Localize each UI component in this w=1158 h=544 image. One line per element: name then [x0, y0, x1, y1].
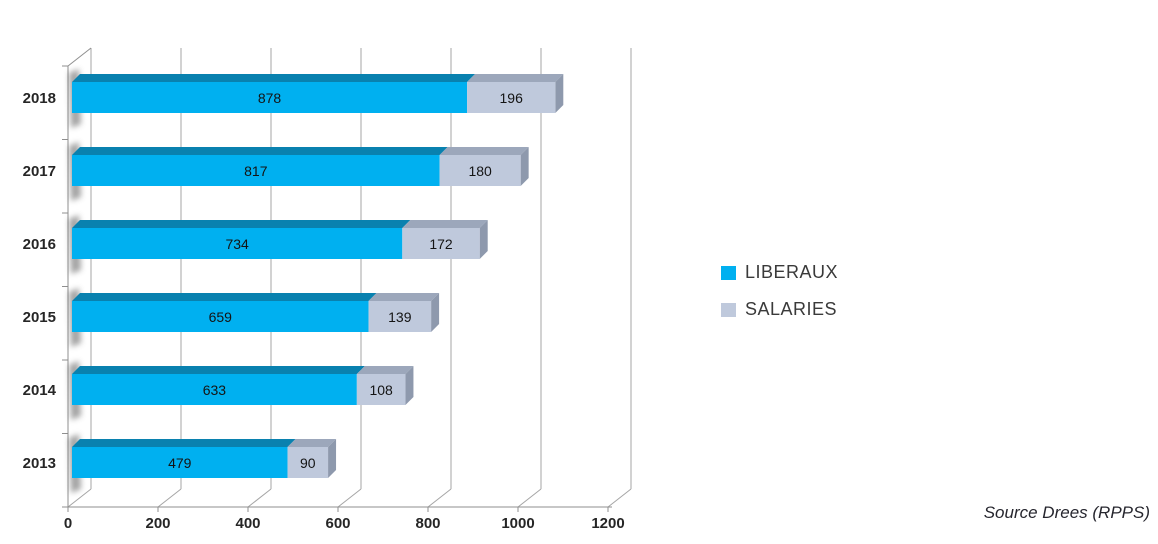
y-category-label: 2018 — [23, 90, 56, 107]
legend-item-salaries: SALARIES — [721, 299, 838, 320]
bar-side-salaries — [328, 439, 337, 478]
bar-top-liberaux — [72, 366, 365, 374]
y-category-label: 2017 — [23, 163, 56, 180]
bar-top-salaries — [356, 366, 414, 374]
bar-segment-salaries — [356, 374, 406, 405]
y-category-label: 2016 — [23, 236, 56, 253]
legend-swatch-liberaux — [721, 265, 736, 280]
legend-label-liberaux: LIBERAUX — [745, 262, 839, 282]
bar-segment-salaries — [368, 301, 432, 332]
legend: LIBERAUX SALARIES — [721, 262, 838, 320]
legend-swatch-salaries — [721, 302, 736, 317]
floor-depth-line — [517, 488, 542, 508]
x-tick-label: 400 — [235, 515, 260, 532]
bar-value-label-liberaux: 817 — [244, 163, 268, 179]
floor-depth-line — [427, 488, 452, 508]
bar-segment-liberaux — [72, 155, 440, 186]
bar-value-label-salaries: 90 — [300, 455, 316, 471]
bar-value-label-salaries: 172 — [429, 236, 453, 252]
x-tick-label: 800 — [415, 515, 440, 532]
x-tick-label: 1000 — [501, 515, 534, 532]
bar-top-liberaux — [72, 74, 476, 82]
bar-top-salaries — [402, 220, 488, 228]
bar-segment-salaries — [439, 155, 521, 186]
legend-item-liberaux: LIBERAUX — [721, 262, 838, 283]
floor-depth-line — [247, 488, 272, 508]
bar-top-liberaux — [72, 220, 411, 228]
bar-top-liberaux — [72, 439, 296, 447]
bar-top-salaries — [439, 147, 529, 155]
bar-value-label-salaries: 180 — [468, 163, 492, 179]
bar-top-salaries — [368, 293, 440, 301]
bar-side-salaries — [479, 220, 488, 259]
floor-depth-line — [337, 488, 362, 508]
bar-segment-liberaux — [72, 82, 468, 113]
bar-segment-liberaux — [72, 301, 369, 332]
bar-value-label-liberaux: 659 — [209, 309, 233, 325]
y-category-label: 2014 — [23, 382, 57, 399]
bar-top-salaries — [467, 74, 564, 82]
bar-value-label-salaries: 196 — [500, 90, 524, 106]
bar-segment-liberaux — [72, 447, 288, 478]
bar-segment-salaries — [287, 447, 329, 478]
bar-value-label-liberaux: 878 — [258, 90, 282, 106]
bar-side-salaries — [431, 293, 440, 332]
x-tick-label: 1200 — [591, 515, 624, 532]
bar-value-label-liberaux: 633 — [203, 382, 227, 398]
bar-top-liberaux — [72, 293, 377, 301]
bar-side-salaries — [520, 147, 529, 186]
wall-top-edge — [67, 47, 92, 67]
legend-label-salaries: SALARIES — [745, 299, 838, 319]
floor-depth-line — [67, 488, 92, 508]
y-category-label: 2013 — [23, 455, 56, 472]
bar-value-label-liberaux: 479 — [168, 455, 192, 471]
x-tick-label: 200 — [145, 515, 170, 532]
bar-segment-liberaux — [72, 374, 357, 405]
x-tick-label: 600 — [325, 515, 350, 532]
source-note: Source Drees (RPPS) — [983, 503, 1150, 522]
bar-segment-liberaux — [72, 228, 403, 259]
bar-value-label-salaries: 139 — [388, 309, 412, 325]
bar-top-liberaux — [72, 147, 448, 155]
bar-top-salaries — [287, 439, 337, 447]
bar-side-salaries — [555, 74, 564, 113]
bar-segment-salaries — [402, 228, 480, 259]
floor-depth-line — [607, 488, 632, 508]
bar-value-label-liberaux: 734 — [225, 236, 249, 252]
bar-segment-salaries — [467, 82, 556, 113]
y-category-label: 2015 — [23, 309, 56, 326]
x-tick-label: 0 — [64, 515, 72, 532]
bar-side-salaries — [405, 366, 414, 405]
bar-value-label-salaries: 108 — [369, 382, 393, 398]
floor-depth-line — [157, 488, 182, 508]
